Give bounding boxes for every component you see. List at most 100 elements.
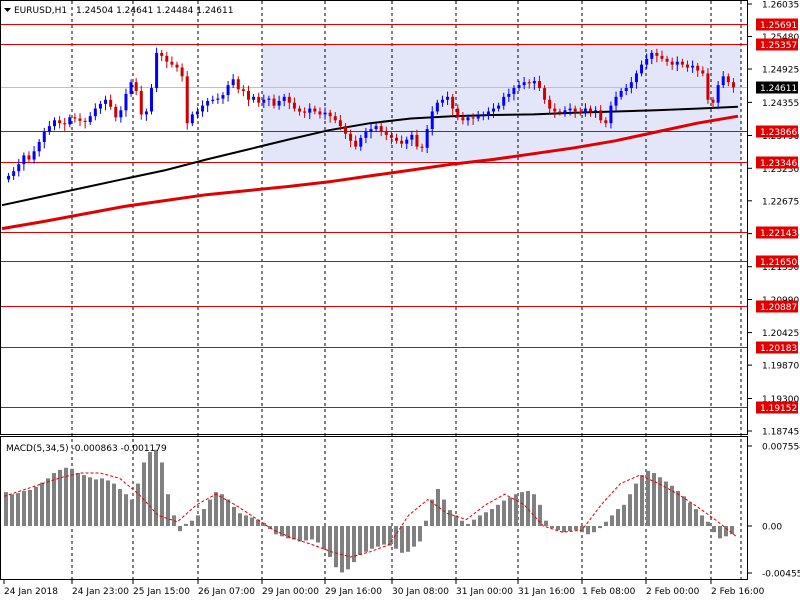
macd-bar [256, 519, 260, 526]
candle [165, 51, 169, 69]
candle [129, 79, 133, 97]
level-tag-label: 1.23866 [760, 128, 797, 138]
moving-average-red [1, 114, 739, 231]
macd-bar [94, 479, 98, 526]
candle [589, 105, 593, 117]
macd-bar [586, 526, 590, 535]
macd-signal-line [3, 472, 737, 558]
candle [619, 88, 623, 100]
macd-bar [286, 526, 290, 539]
macd-bar [22, 491, 26, 526]
macd-bar [400, 526, 404, 553]
macd-bar [292, 526, 296, 540]
candle [216, 93, 220, 104]
macd-bar [166, 494, 170, 526]
macd-bar [514, 494, 518, 526]
level-tag [756, 125, 798, 138]
candle [517, 81, 521, 91]
macd-bar [40, 482, 44, 526]
level-tag-label: 1.22143 [760, 229, 797, 239]
candle [435, 99, 439, 115]
candle [420, 143, 424, 152]
candle [537, 75, 541, 91]
macd-title: MACD(5,34,5) -0.000863 -0.001179 [6, 444, 167, 454]
macd-bar [364, 526, 368, 552]
candle [83, 117, 87, 129]
macd-bar [160, 462, 164, 526]
candle [7, 172, 11, 183]
candle [716, 81, 720, 110]
candle [139, 85, 143, 120]
macd-bar [352, 526, 356, 563]
candle [645, 53, 649, 69]
candle [17, 158, 21, 177]
macd-bar [142, 462, 146, 526]
macd-bar [406, 526, 410, 552]
candle [389, 131, 393, 145]
candle [675, 56, 679, 72]
candle [650, 49, 654, 65]
candle [492, 103, 496, 118]
candle [343, 123, 347, 140]
level-tag [756, 38, 798, 51]
macd-bar [634, 483, 638, 526]
macd-bar [436, 488, 440, 526]
candle [364, 127, 368, 144]
candle [338, 114, 342, 131]
x-tick-label: 29 Jan 00:00 [262, 587, 319, 597]
macd-bar [496, 504, 500, 526]
candle [211, 95, 215, 104]
candle [553, 103, 557, 118]
candle [369, 123, 373, 139]
candle [568, 103, 572, 116]
y-tick-label: 1.18745 [762, 428, 799, 438]
candle [221, 92, 225, 104]
macd-bar [706, 521, 710, 526]
y-tick-label: 1.19870 [762, 362, 799, 372]
macd-bar [76, 473, 80, 526]
candle [252, 93, 256, 103]
candle [359, 134, 363, 151]
candle [282, 93, 286, 107]
macd-bar [208, 499, 212, 526]
candle [42, 127, 46, 149]
macd-bar [346, 526, 350, 570]
macd-bar [184, 523, 188, 526]
candle [599, 105, 603, 124]
macd-bar [628, 494, 632, 526]
candle [12, 167, 16, 181]
candle [670, 57, 674, 70]
candle [206, 98, 210, 113]
macd-bar [244, 515, 248, 526]
y-tick-label: 1.20425 [762, 329, 799, 339]
candle [231, 73, 235, 89]
x-tick-label: 24 Jan 2018 [4, 587, 58, 597]
candle [185, 71, 189, 130]
macd-bar [190, 520, 194, 526]
candle [58, 116, 62, 129]
candle [573, 105, 577, 118]
macd-bar [640, 475, 644, 526]
x-tick-label: 25 Jan 15:00 [133, 587, 190, 597]
candle [466, 114, 470, 126]
macd-bar [124, 494, 128, 526]
macd-bar [574, 526, 578, 531]
candle [563, 106, 567, 117]
macd-bar [580, 526, 584, 533]
level-tag-label: 1.20183 [760, 344, 797, 354]
moving-average-black [1, 105, 739, 207]
dropdown-arrow-icon[interactable] [4, 8, 11, 12]
candle [665, 55, 669, 66]
candle [277, 95, 281, 110]
macd-bar [148, 451, 152, 526]
macd-bar [718, 526, 722, 539]
candle [37, 139, 41, 157]
candle [349, 129, 353, 148]
candle [124, 88, 128, 117]
macd-bar [442, 499, 446, 526]
macd-bar [70, 468, 74, 526]
macd-bar [568, 526, 572, 532]
candle [415, 129, 419, 150]
macd-bar [658, 477, 662, 526]
candle [226, 81, 230, 102]
